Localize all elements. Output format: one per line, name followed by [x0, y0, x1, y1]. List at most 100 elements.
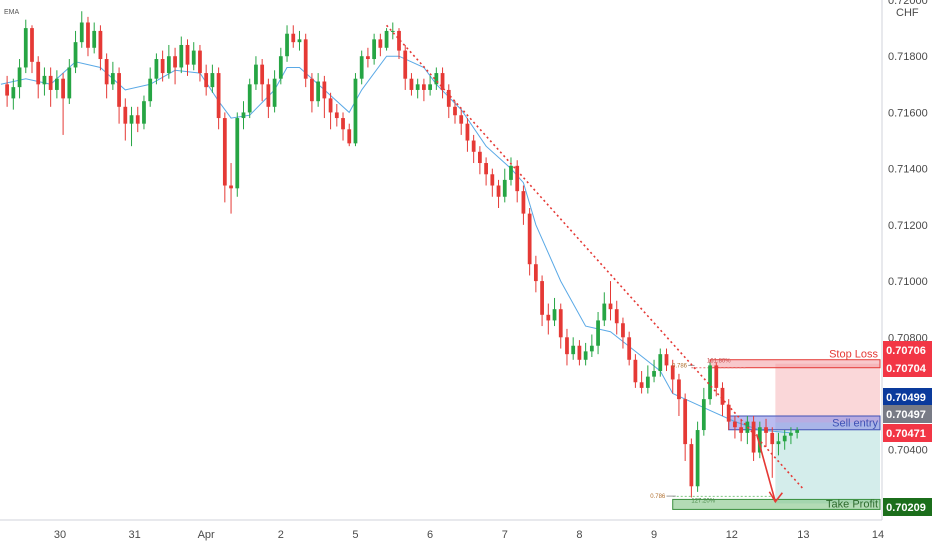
candle-body	[366, 56, 370, 60]
candle-body	[322, 81, 327, 99]
candle-body	[434, 73, 439, 85]
candle-body	[378, 39, 383, 48]
y-tick-label: 0.71200	[888, 220, 928, 232]
ema-line	[0, 55, 791, 434]
candle-body	[596, 320, 600, 346]
candle-body	[123, 106, 128, 124]
candle-body	[67, 67, 72, 99]
candle-body	[129, 115, 134, 124]
y-tick-label: 0.70400	[888, 445, 928, 457]
candle-body	[627, 337, 632, 360]
y-tick-label: 0.72000	[888, 0, 928, 7]
candle-body	[30, 28, 34, 62]
candle-body	[465, 123, 470, 141]
candle-body	[415, 84, 420, 90]
take-profit-label: Take Profit	[826, 498, 878, 510]
candle-body	[770, 432, 775, 445]
candle-body	[422, 84, 426, 90]
candle-body	[191, 50, 196, 65]
candle-body	[509, 165, 513, 180]
candle-body	[621, 323, 625, 338]
candle-body	[521, 191, 526, 214]
candle-body	[42, 75, 47, 85]
candle-body	[353, 78, 358, 144]
candle-body	[92, 30, 97, 48]
candle-body	[789, 432, 793, 436]
fib-1618-label: 161.80%	[707, 359, 731, 365]
candle-body	[204, 73, 209, 88]
candle-body	[689, 444, 694, 487]
candle-body	[695, 430, 700, 487]
candle-body	[776, 441, 781, 445]
indicator-label: EMA	[4, 9, 20, 16]
price-tag	[883, 424, 932, 442]
x-tick-label: 8	[576, 529, 582, 541]
candle-body	[160, 59, 165, 74]
candle-body	[397, 30, 401, 51]
candle-body	[79, 22, 84, 43]
candle-body	[297, 39, 302, 43]
candle-body	[86, 22, 90, 48]
candle-body	[733, 421, 737, 428]
stop-loss-label: Stop Loss	[829, 349, 878, 361]
candle-body	[198, 50, 202, 74]
candle-body	[583, 351, 588, 360]
candle-body	[670, 365, 675, 380]
candle-body	[577, 345, 582, 360]
candle-body	[565, 337, 569, 355]
candle-body	[795, 430, 800, 433]
candle-body	[23, 28, 28, 68]
candle-body	[334, 112, 339, 119]
candle-body	[484, 163, 488, 175]
candle-body	[229, 185, 233, 189]
candle-body	[403, 50, 408, 79]
candle-body	[477, 151, 482, 164]
x-tick-label: 6	[427, 529, 433, 541]
candle-body	[254, 64, 258, 85]
reward-zone	[775, 422, 880, 504]
price-tag-label: 0.70471	[886, 428, 926, 440]
candle-body	[266, 84, 271, 107]
candle-body	[285, 33, 289, 57]
candle-body	[135, 115, 140, 124]
candle-body	[310, 78, 314, 102]
x-tick-label: 30	[54, 529, 66, 541]
candle-body	[533, 264, 538, 282]
candle-body	[546, 314, 551, 321]
candle-body	[5, 84, 9, 96]
x-tick-label: 9	[651, 529, 657, 541]
candle-body	[701, 399, 706, 431]
fib-786-bottom-label: 0.786	[650, 494, 666, 500]
candle-body	[241, 112, 246, 119]
candle-body	[142, 101, 146, 124]
candle-body	[73, 42, 78, 68]
candle-body	[658, 354, 663, 372]
candle-body	[359, 56, 364, 79]
candle-body	[428, 84, 432, 90]
y-tick-label: 0.71400	[888, 164, 928, 176]
candle-body	[440, 73, 445, 90]
candle-body	[708, 365, 712, 400]
candle-body	[602, 303, 607, 321]
price-tag-label: 0.70706	[886, 345, 926, 357]
candle-body	[409, 78, 414, 90]
candle-body	[278, 56, 283, 79]
candle-body	[11, 87, 16, 99]
candle-body	[210, 73, 215, 88]
candle-body	[720, 387, 725, 405]
candle-body	[652, 371, 656, 377]
x-tick-label: 5	[352, 529, 358, 541]
x-tick-label: 31	[129, 529, 141, 541]
candle-body	[185, 44, 190, 65]
candle-body	[527, 213, 532, 265]
projection-arrowhead	[768, 491, 783, 504]
candle-body	[751, 421, 756, 453]
candle-body	[571, 345, 576, 355]
candle-body	[677, 379, 681, 400]
candle-body	[471, 140, 476, 152]
candle-body	[614, 309, 619, 324]
candle-body	[291, 33, 296, 43]
price-tag	[883, 359, 932, 377]
currency-label: CHF	[896, 7, 919, 19]
